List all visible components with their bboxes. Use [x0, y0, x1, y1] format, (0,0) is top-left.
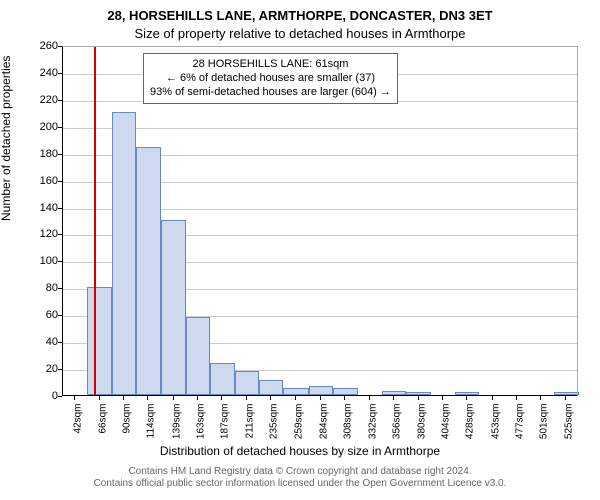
x-tick-label: 211sqm: [244, 404, 255, 439]
x-tick-mark: [393, 396, 394, 400]
y-tick-label: 180: [22, 148, 58, 160]
x-tick-mark: [173, 396, 174, 400]
histogram-bar: [87, 287, 111, 395]
x-tick-label: 501sqm: [539, 404, 550, 440]
x-tick-mark: [320, 396, 321, 400]
histogram-bar: [309, 386, 333, 395]
y-tick-label: 260: [22, 40, 58, 52]
x-tick-label: 66sqm: [97, 404, 108, 434]
y-tick-label: 240: [22, 67, 58, 79]
x-tick-mark: [492, 396, 493, 400]
x-tick-mark: [197, 396, 198, 400]
chart-frame: 28, HORSEHILLS LANE, ARMTHORPE, DONCASTE…: [0, 0, 600, 500]
y-tick-label: 100: [22, 255, 58, 267]
x-tick-label: 477sqm: [515, 404, 526, 440]
x-tick-mark: [246, 396, 247, 400]
annotation-line2: ← 6% of detached houses are smaller (37): [150, 72, 391, 86]
x-tick-mark: [516, 396, 517, 400]
x-tick-label: 114sqm: [146, 404, 157, 439]
x-tick-label: 163sqm: [196, 404, 207, 440]
y-tick-label: 200: [22, 121, 58, 133]
x-tick-mark: [369, 396, 370, 400]
histogram-bar: [455, 392, 479, 395]
x-tick-mark: [270, 396, 271, 400]
x-tick-mark: [99, 396, 100, 400]
annotation-line3: 93% of semi-detached houses are larger (…: [150, 86, 391, 100]
histogram-bar: [406, 392, 430, 395]
histogram-bar: [186, 317, 210, 395]
annotation-box: 28 HORSEHILLS LANE: 61sqm ← 6% of detach…: [143, 53, 398, 104]
y-tick-label: 20: [22, 363, 58, 375]
credits: Contains HM Land Registry data © Crown c…: [0, 466, 600, 490]
histogram-bar: [161, 220, 186, 395]
x-tick-mark: [123, 396, 124, 400]
x-tick-label: 428sqm: [465, 404, 476, 440]
x-tick-label: 404sqm: [440, 404, 451, 440]
credits-line2: Contains official public sector informat…: [0, 478, 600, 490]
x-tick-label: 42sqm: [73, 404, 84, 434]
x-tick-label: 525sqm: [563, 404, 574, 440]
x-tick-label: 139sqm: [171, 404, 182, 440]
x-tick-label: 380sqm: [416, 404, 427, 440]
y-tick-label: 0: [22, 390, 58, 402]
x-tick-label: 453sqm: [490, 404, 501, 440]
histogram-bar: [235, 371, 259, 395]
x-tick-mark: [221, 396, 222, 400]
x-tick-label: 308sqm: [343, 404, 354, 440]
histogram-bar: [136, 147, 160, 395]
gridline: [63, 128, 577, 129]
y-tick-label: 40: [22, 336, 58, 348]
x-tick-label: 332sqm: [367, 404, 378, 440]
x-tick-mark: [442, 396, 443, 400]
y-tick-label: 220: [22, 94, 58, 106]
y-tick-label: 80: [22, 282, 58, 294]
y-tick-label: 160: [22, 175, 58, 187]
credits-line1: Contains HM Land Registry data © Crown c…: [0, 466, 600, 478]
histogram-bar: [382, 391, 406, 395]
x-tick-mark: [295, 396, 296, 400]
histogram-bar: [259, 380, 283, 395]
y-tick-label: 60: [22, 309, 58, 321]
x-tick-label: 235sqm: [269, 404, 280, 440]
chart-title-line1: 28, HORSEHILLS LANE, ARMTHORPE, DONCASTE…: [0, 8, 600, 23]
x-tick-label: 356sqm: [392, 404, 403, 440]
x-tick-mark: [565, 396, 566, 400]
marker-line: [94, 47, 96, 395]
x-tick-mark: [540, 396, 541, 400]
x-tick-label: 259sqm: [293, 404, 304, 440]
y-tick-mark: [58, 396, 62, 397]
plot-area: 28 HORSEHILLS LANE: 61sqm ← 6% of detach…: [62, 46, 578, 396]
y-axis-label: Number of detached properties: [0, 56, 13, 221]
x-tick-mark: [344, 396, 345, 400]
x-tick-label: 284sqm: [319, 404, 330, 440]
y-tick-label: 140: [22, 202, 58, 214]
histogram-bar: [333, 388, 357, 395]
annotation-line1: 28 HORSEHILLS LANE: 61sqm: [150, 58, 391, 72]
histogram-bar: [554, 392, 579, 395]
histogram-bar: [283, 388, 308, 395]
histogram-bar: [210, 363, 234, 395]
y-tick-label: 120: [22, 228, 58, 240]
x-tick-mark: [147, 396, 148, 400]
x-axis-label: Distribution of detached houses by size …: [0, 444, 600, 458]
x-tick-mark: [466, 396, 467, 400]
x-tick-label: 90sqm: [121, 404, 132, 434]
x-tick-label: 187sqm: [220, 404, 231, 440]
chart-title-line2: Size of property relative to detached ho…: [0, 26, 600, 41]
histogram-bar: [112, 112, 136, 395]
x-tick-mark: [418, 396, 419, 400]
x-tick-mark: [74, 396, 75, 400]
